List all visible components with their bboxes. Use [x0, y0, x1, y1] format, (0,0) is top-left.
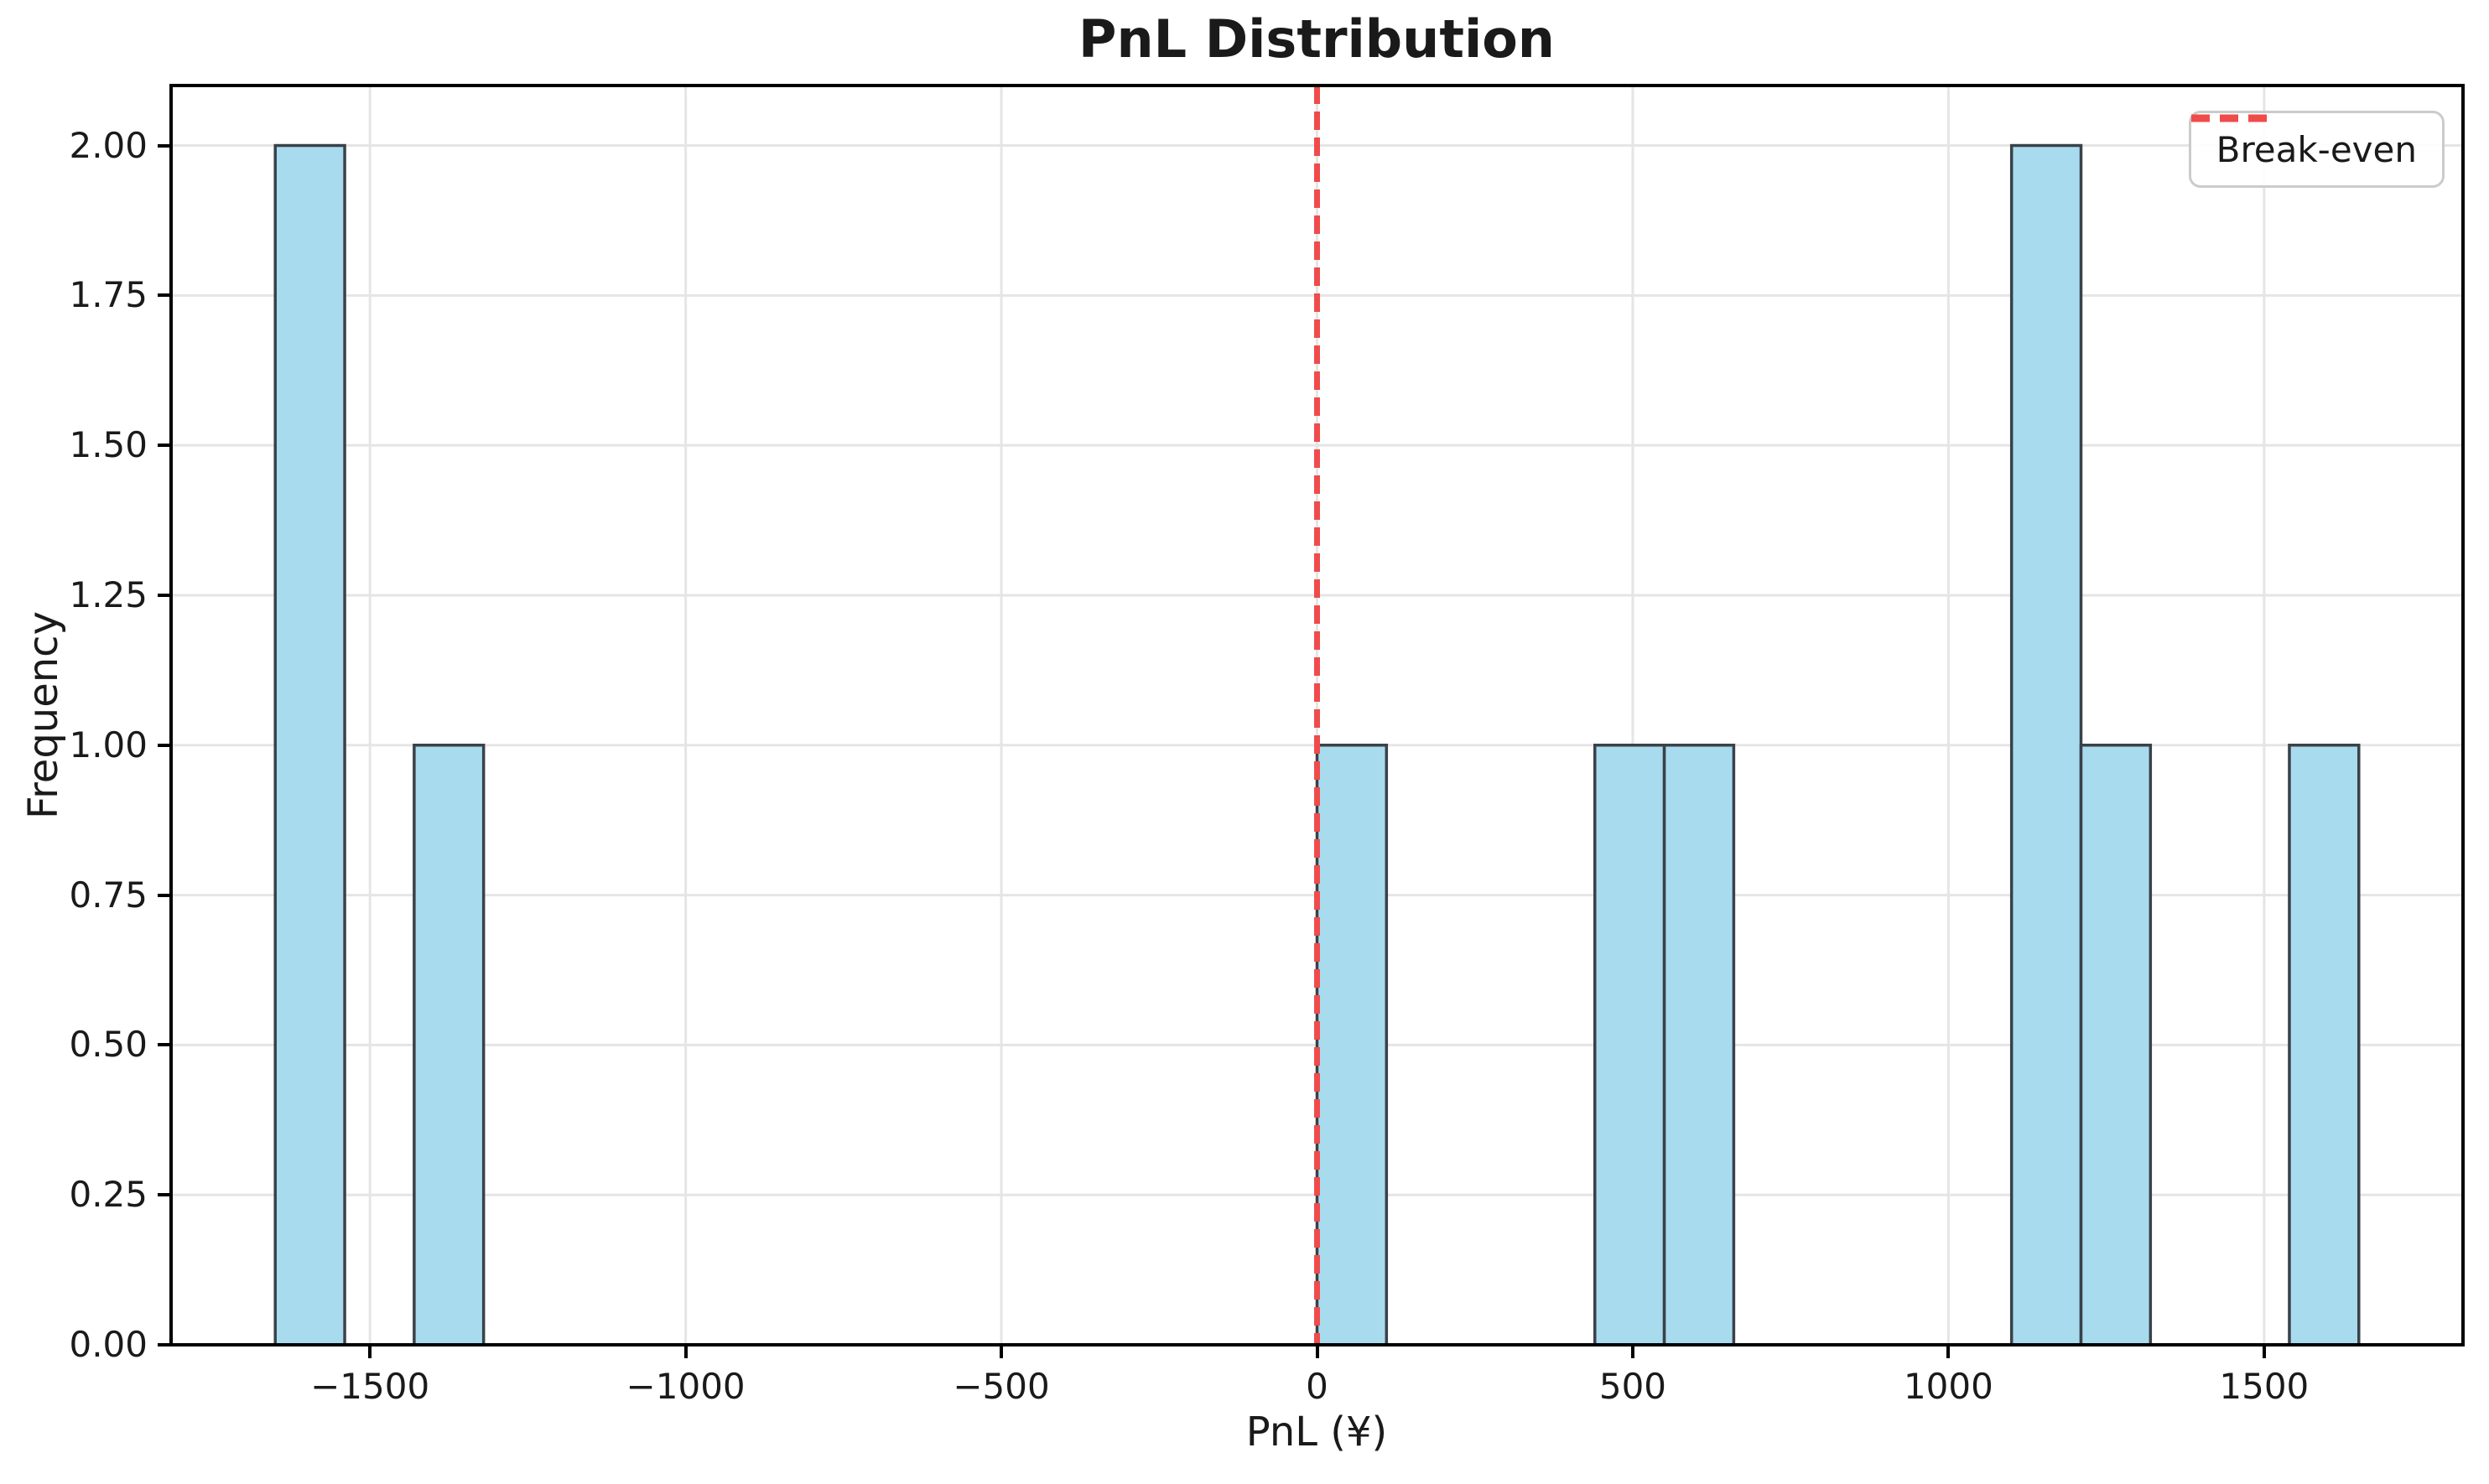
x-tick-mark	[1315, 1345, 1319, 1358]
y-tick-mark	[158, 593, 171, 597]
histogram-bar	[1662, 744, 1736, 1346]
y-axis-label: Frequency	[20, 611, 67, 819]
plot-area: Break-even	[169, 84, 2465, 1346]
x-axis-label: PnL (¥)	[1245, 1409, 1388, 1455]
x-tick-mark	[368, 1345, 372, 1358]
x-tick-label: −1000	[626, 1366, 746, 1407]
x-tick-label: 0	[1306, 1366, 1328, 1407]
y-tick-mark	[158, 893, 171, 897]
x-tick-mark	[1946, 1345, 1951, 1358]
y-tick-label: 2.00	[69, 124, 148, 166]
y-tick-mark	[158, 1343, 171, 1346]
x-tick-label: −1500	[310, 1366, 430, 1407]
legend: Break-even	[2188, 111, 2445, 188]
x-tick-label: 500	[1598, 1366, 1667, 1407]
y-tick-mark	[158, 143, 171, 148]
y-tick-mark	[158, 293, 171, 298]
x-tick-label: 1000	[1903, 1366, 1993, 1407]
x-tick-mark	[2262, 1345, 2266, 1358]
chart-title: PnL Distribution	[1078, 8, 1555, 70]
x-tick-label: 1500	[2219, 1366, 2310, 1407]
histogram-bar	[2288, 744, 2361, 1346]
y-tick-label: 1.00	[69, 724, 148, 765]
y-tick-label: 1.50	[69, 424, 148, 466]
histogram-bar	[1315, 744, 1389, 1346]
x-tick-label: −500	[953, 1366, 1050, 1407]
x-tick-mark	[1630, 1345, 1634, 1358]
histogram-bar	[1593, 744, 1666, 1346]
histogram-bar	[2079, 744, 2153, 1346]
y-tick-label: 0.75	[69, 874, 148, 916]
histogram-bar	[413, 744, 486, 1346]
y-tick-mark	[158, 444, 171, 448]
plot-canvas	[169, 84, 2465, 1346]
histogram-bar	[273, 143, 346, 1346]
y-tick-label: 0.00	[69, 1324, 148, 1365]
legend-label-breakeven: Break-even	[2216, 128, 2417, 170]
y-tick-label: 0.25	[69, 1174, 148, 1216]
y-tick-label: 0.50	[69, 1024, 148, 1066]
x-tick-mark	[683, 1345, 688, 1358]
histogram-bar	[2009, 143, 2083, 1346]
y-tick-label: 1.75	[69, 274, 148, 316]
y-tick-mark	[158, 1193, 171, 1197]
x-tick-mark	[1000, 1345, 1004, 1358]
y-tick-mark	[158, 1043, 171, 1047]
breakeven-dash-icon	[2190, 114, 2267, 122]
y-tick-mark	[158, 743, 171, 747]
y-tick-label: 1.25	[69, 573, 148, 615]
